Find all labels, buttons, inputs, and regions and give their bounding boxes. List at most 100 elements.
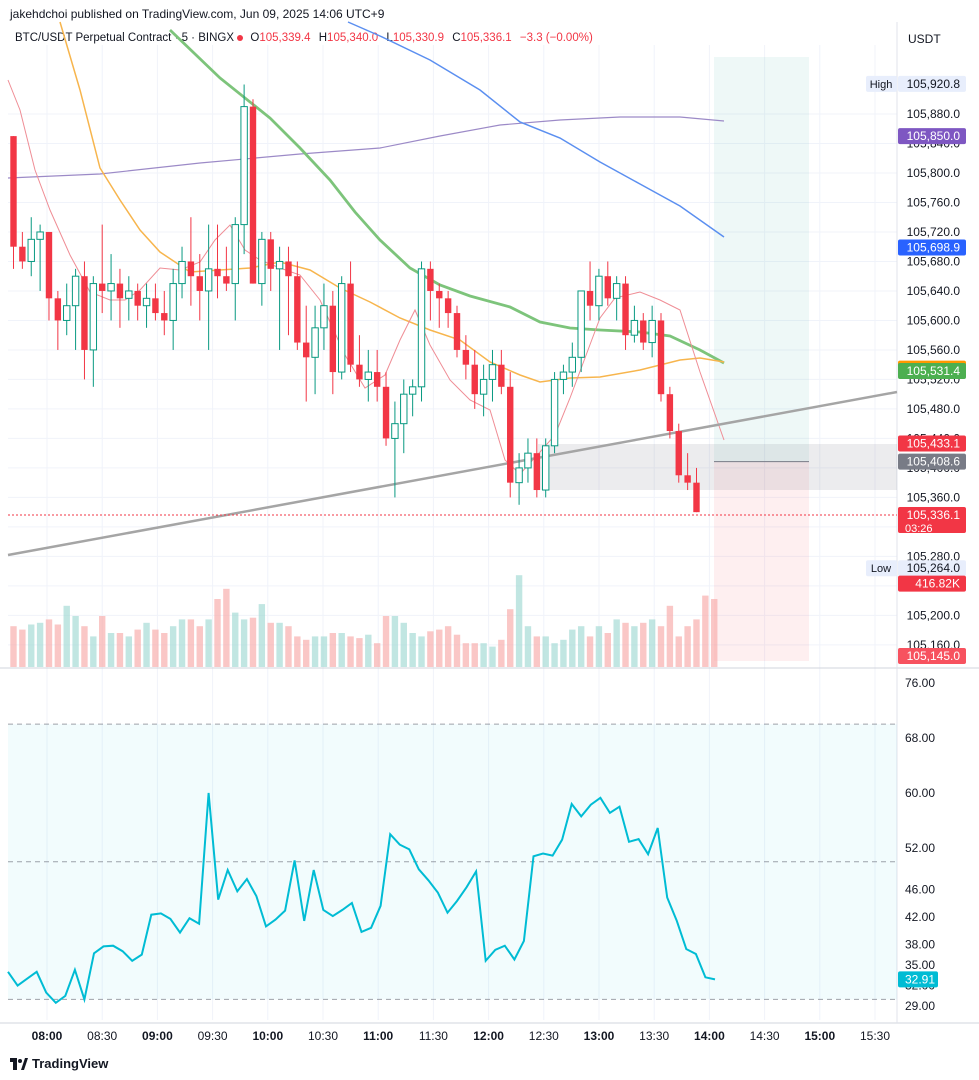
- ohlc-low-value: 105,330.9: [392, 32, 444, 44]
- rsi-value-label: 32.91: [905, 972, 935, 986]
- candle-body: [36, 231, 44, 240]
- time-axis-tick-label: 11:30: [419, 1029, 448, 1043]
- ohlc-high-label: H: [318, 32, 328, 44]
- ohlc-close-value: 105,336.1: [460, 32, 512, 44]
- price-axis-tick-label: 105,880.0: [907, 107, 961, 121]
- price-axis-tick-label: 105,200.0: [907, 608, 961, 622]
- ohlc-open-label: O: [250, 32, 260, 44]
- volume-bar: [604, 633, 611, 667]
- time-axis-tick-label: 09:30: [198, 1029, 228, 1043]
- volume-bar: [462, 643, 470, 667]
- candle-body: [320, 305, 328, 329]
- price-axis-label: 105,850.0: [907, 129, 961, 143]
- time-axis-tick-label: 13:30: [639, 1029, 669, 1043]
- candle-body: [231, 224, 239, 285]
- volume-bar: [311, 636, 319, 667]
- ohlc-high-value: 105,340.0: [327, 32, 379, 44]
- candle-body: [524, 452, 532, 469]
- candle-body: [507, 386, 514, 483]
- candle-body: [622, 283, 629, 336]
- candle-body: [640, 320, 647, 343]
- candle-body: [10, 136, 17, 247]
- price-axis-label-bg: [898, 435, 966, 452]
- candle-body: [204, 268, 213, 292]
- ohlc-low-label: L: [386, 32, 393, 44]
- tradingview-logo[interactable]: TradingView: [10, 1056, 108, 1071]
- candle-body: [693, 482, 700, 513]
- volume-bar: [586, 636, 594, 667]
- rsi-axis-tick-label: 38.00: [905, 937, 935, 951]
- price-axis-tick-label: 105,600.0: [907, 313, 961, 327]
- volume-bar: [666, 605, 674, 667]
- price-axis-label: 105,336.1: [907, 508, 961, 522]
- volume-bar: [453, 634, 461, 667]
- price-axis-label: 105,408.6: [907, 455, 961, 469]
- ma-blue-line: [347, 21, 725, 238]
- candle-body: [267, 239, 274, 269]
- candle-body: [479, 378, 488, 395]
- price-axis-label-bg: [898, 647, 966, 664]
- volume-bar: [214, 599, 221, 667]
- volume-bar: [45, 619, 53, 667]
- candle-body: [258, 238, 266, 285]
- trend-line: [7, 390, 898, 557]
- candle-body: [444, 298, 452, 314]
- price-axis-label-bg: [898, 575, 966, 592]
- volume-bar: [63, 605, 70, 667]
- candle-body: [417, 268, 426, 388]
- volume-bar: [54, 624, 62, 667]
- price-axis-label-bg: [898, 75, 966, 92]
- candle-body: [498, 364, 505, 387]
- currency-label[interactable]: USDT: [908, 32, 941, 46]
- time-axis-tick-label: 12:30: [529, 1029, 559, 1043]
- symbol-legend: BTC/USDT Perpetual Contract · 5 · BINGX …: [15, 32, 598, 44]
- volume-bar: [223, 588, 230, 667]
- volume-bar: [436, 629, 443, 667]
- candle-body: [63, 305, 71, 321]
- candle-body: [604, 276, 611, 299]
- price-axis-tick-label: 105,680.0: [907, 254, 961, 268]
- volume-bar: [152, 629, 159, 667]
- price-axis-tick-label: 105,640.0: [907, 284, 961, 298]
- entry-range-zone: [538, 444, 897, 490]
- price-axis-label-bg: [898, 453, 966, 470]
- ohlc-open-value: 105,339.4: [259, 32, 311, 44]
- price-change: −3.3 (−0.00%): [519, 32, 593, 44]
- rsi-line: [7, 792, 716, 1005]
- publisher-info: jakehdchoi published on TradingView.com,…: [10, 7, 385, 21]
- volume-bar: [542, 636, 549, 667]
- candle-body: [577, 290, 585, 358]
- volume-bar: [276, 622, 283, 667]
- candle-body: [453, 313, 461, 350]
- volume-bar: [657, 626, 665, 667]
- candle-body: [559, 371, 568, 380]
- volume-bar: [19, 629, 26, 667]
- volume-bar: [10, 626, 17, 667]
- symbol-name[interactable]: BTC/USDT Perpetual Contract · 5 · BINGX: [15, 32, 234, 44]
- candle-body: [373, 372, 381, 387]
- time-axis-tick-label: 10:00: [252, 1029, 283, 1043]
- candle-body: [400, 393, 408, 425]
- candle-body: [568, 356, 577, 373]
- candle-body: [285, 261, 292, 277]
- candle-body: [214, 268, 221, 277]
- candle-body: [364, 371, 373, 380]
- volume-bar: [595, 626, 603, 667]
- candle-body: [595, 275, 603, 307]
- candle-body: [684, 475, 691, 483]
- volume-bar: [622, 622, 629, 667]
- volume-bar: [267, 622, 274, 667]
- candle-body: [382, 386, 390, 439]
- candle-body: [54, 298, 62, 321]
- time-axis-tick-label: 08:00: [32, 1029, 63, 1043]
- volume-bar: [648, 619, 656, 667]
- rsi-axis-tick-label: 60.00: [905, 786, 935, 800]
- candle-body: [612, 283, 621, 299]
- volume-bar: [187, 619, 195, 667]
- volume-bar: [702, 595, 709, 667]
- volume-bar: [249, 617, 257, 667]
- time-axis-tick-label: 13:00: [584, 1029, 615, 1043]
- ma-purple-line: [7, 116, 725, 179]
- candle-body: [311, 327, 319, 358]
